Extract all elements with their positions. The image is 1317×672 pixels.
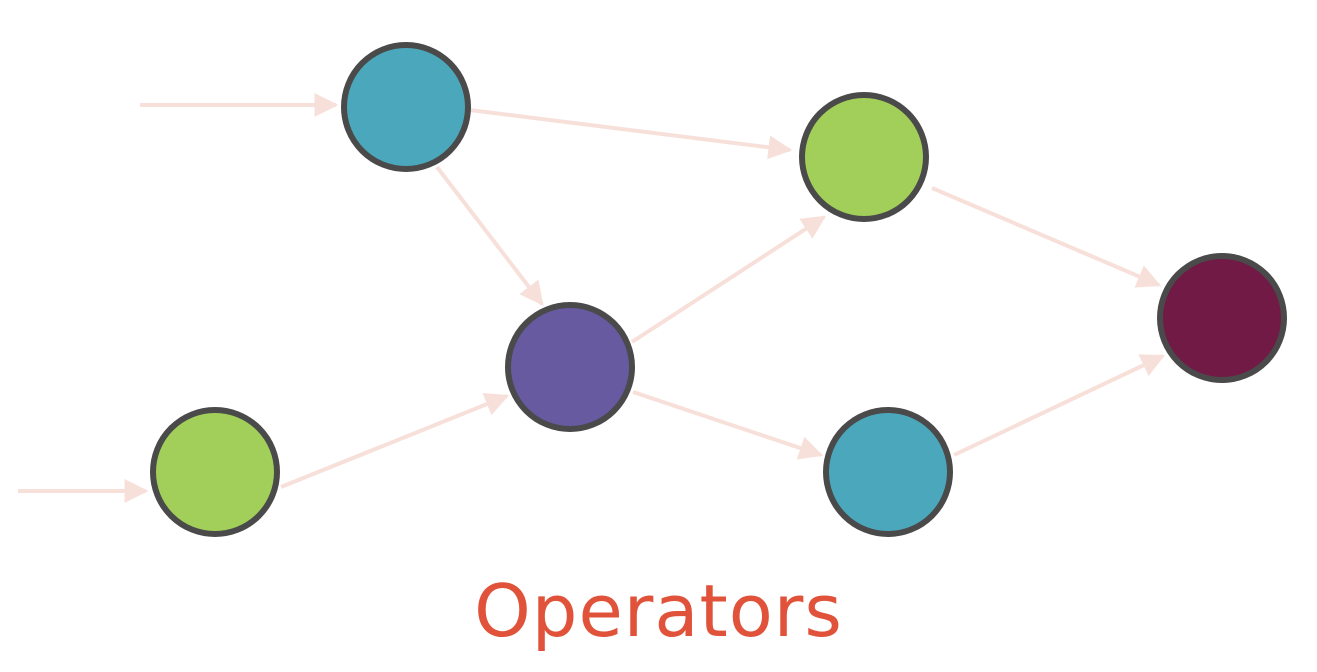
edge-teal-bottom-to-maroon [953,354,1166,457]
diagram-title: Operators [474,569,843,653]
edge-purple-to-green-top [630,215,827,344]
node-green-bottom-left [150,407,280,537]
node-teal-bottom [823,407,953,537]
node-teal-top [341,42,471,172]
edge-purple-to-teal-bottom [632,390,824,460]
node-purple-center [505,302,635,432]
edge-green-top-to-maroon [931,186,1162,288]
edge-teal-top-to-green-top [469,108,793,160]
node-maroon-output [1157,253,1287,383]
edge-green-left-to-purple [280,392,510,489]
node-green-top [799,92,929,222]
edge-teal-top-to-purple [435,165,544,306]
